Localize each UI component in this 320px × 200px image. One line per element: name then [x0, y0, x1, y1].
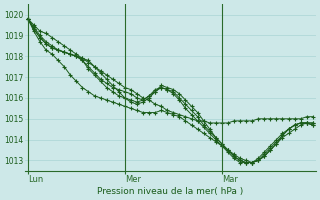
X-axis label: Pression niveau de la mer( hPa ): Pression niveau de la mer( hPa ): [97, 187, 244, 196]
